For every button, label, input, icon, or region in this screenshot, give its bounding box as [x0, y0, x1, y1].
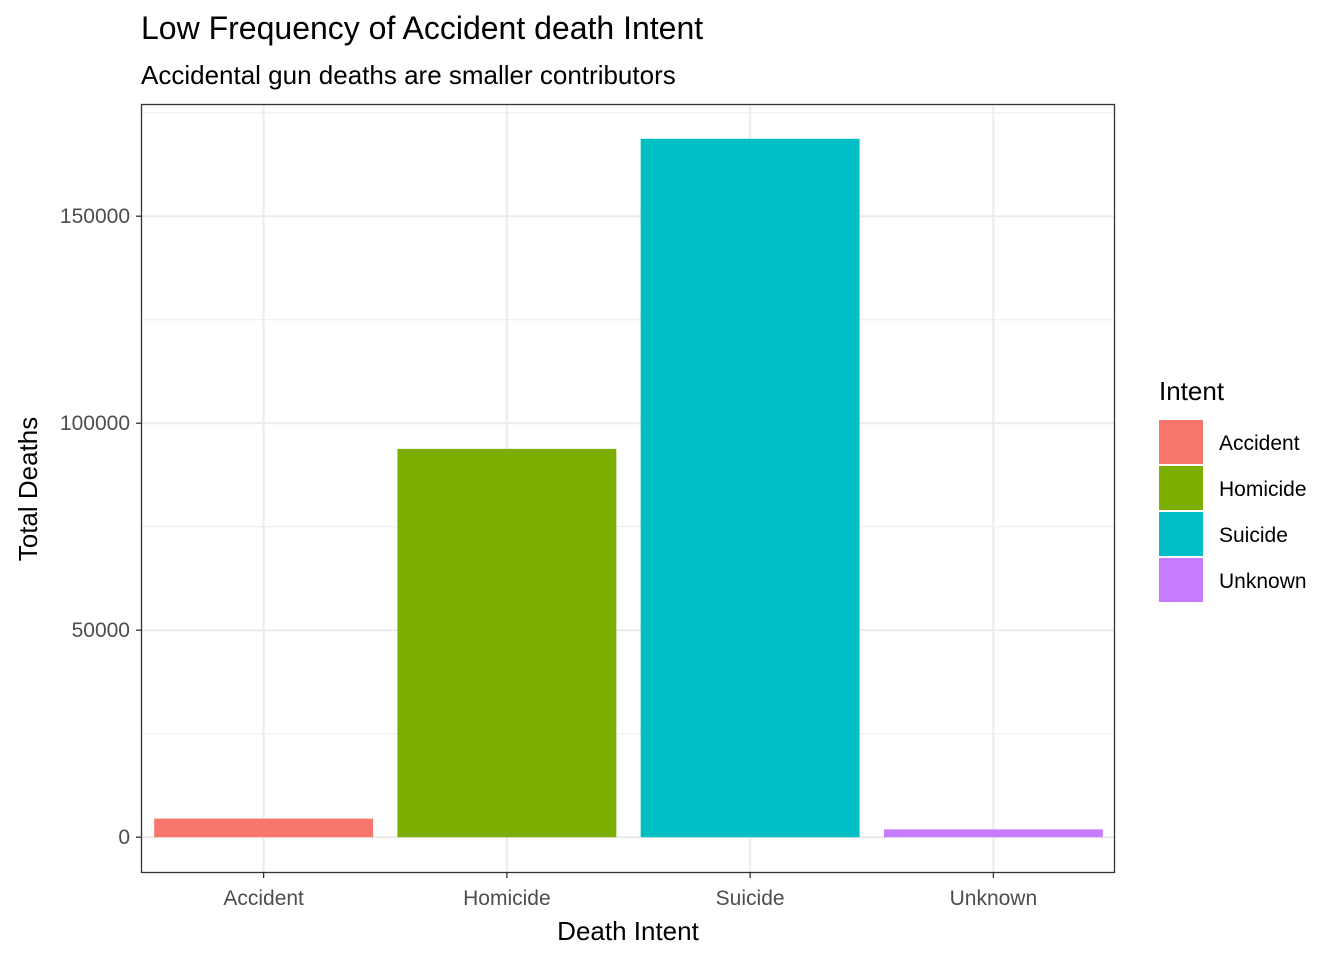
x-tick-label: Unknown [950, 887, 1038, 910]
legend-key-accident [1159, 420, 1203, 464]
legend-key-unknown [1159, 558, 1203, 602]
legend-key-homicide [1159, 466, 1203, 510]
legend-label: Accident [1219, 432, 1300, 455]
grid-lines [142, 104, 1115, 872]
y-tick-label: 150000 [60, 205, 130, 228]
legend: Intent Accident Homicide Suicide Unknown [1159, 376, 1307, 602]
x-tick-label: Suicide [716, 887, 785, 910]
legend-label: Suicide [1219, 524, 1288, 547]
y-tick-label: 100000 [60, 412, 130, 435]
bar-unknown [883, 829, 1103, 838]
legend-label: Homicide [1219, 478, 1307, 501]
axis-ticks: 0 50000 100000 150000 Accident Homicide Suicid… [60, 205, 1037, 910]
x-tick-label: Homicide [463, 887, 551, 910]
bar-accident [154, 818, 374, 838]
x-axis-title: Death Intent [557, 916, 699, 946]
bars [154, 138, 1103, 838]
y-tick-label: 0 [118, 826, 130, 849]
y-axis-title: Total Deaths [13, 417, 43, 562]
x-tick-label: Accident [223, 887, 304, 910]
chart-title: Low Frequency of Accident death Intent [141, 10, 704, 46]
y-tick-label: 50000 [72, 619, 130, 642]
legend-title: Intent [1159, 376, 1225, 406]
bar-suicide [640, 138, 860, 838]
panel-border [140, 103, 1116, 874]
bar-homicide [397, 448, 617, 838]
legend-key-suicide [1159, 512, 1203, 556]
legend-label: Unknown [1219, 570, 1307, 593]
plot-panel [142, 104, 1115, 872]
chart-subtitle: Accidental gun deaths are smaller contri… [141, 60, 676, 90]
